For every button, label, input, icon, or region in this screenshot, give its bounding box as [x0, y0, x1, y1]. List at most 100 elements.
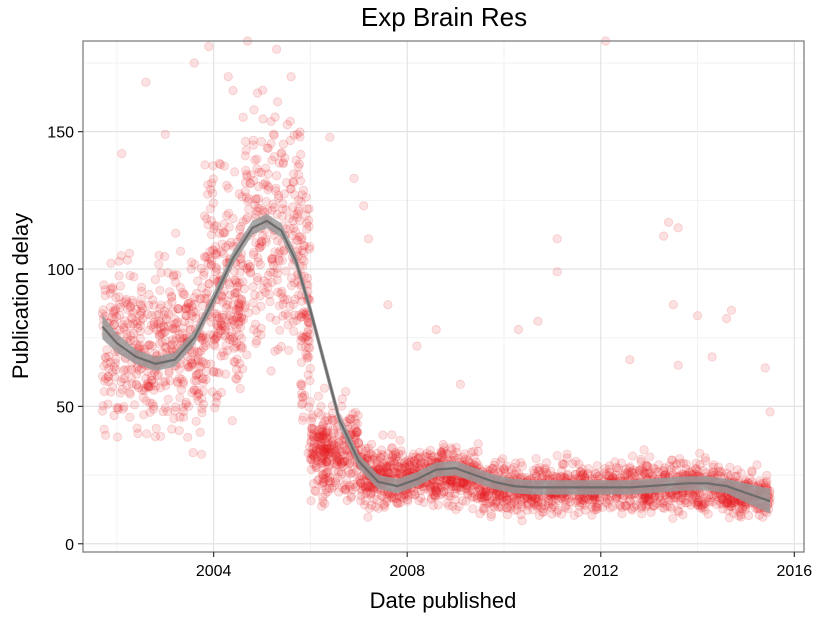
data-point [241, 165, 251, 176]
data-point [119, 325, 129, 335]
data-point [278, 159, 288, 169]
data-point [196, 263, 206, 274]
data-point [154, 309, 164, 319]
data-point [203, 189, 213, 199]
data-point [553, 505, 563, 515]
data-point [235, 383, 245, 394]
data-point [193, 354, 203, 364]
data-point [206, 216, 217, 226]
data-point [105, 288, 115, 298]
data-point [169, 324, 179, 334]
data-point [211, 309, 221, 319]
data-point [124, 387, 135, 397]
data-point [217, 310, 228, 320]
data-point [114, 256, 124, 266]
data-point [222, 180, 232, 190]
data-point [154, 339, 165, 349]
data-point [289, 169, 299, 179]
data-point [165, 376, 175, 386]
data-point [236, 316, 246, 326]
data-point [334, 441, 344, 451]
data-point [156, 322, 166, 333]
data-point [303, 327, 313, 337]
data-point [189, 292, 199, 303]
data-point [174, 364, 184, 374]
data-point [101, 353, 111, 363]
data-point [303, 343, 313, 353]
data-point [98, 305, 108, 315]
data-point [323, 432, 333, 442]
data-point [114, 292, 124, 302]
data-point [332, 441, 342, 451]
data-point [142, 379, 152, 390]
data-point [194, 362, 204, 372]
data-point [109, 308, 119, 318]
data-point [206, 359, 216, 369]
data-point [327, 452, 337, 462]
data-point [273, 287, 283, 297]
data-point [186, 257, 197, 267]
data-point [254, 239, 265, 249]
data-point [172, 270, 182, 280]
data-point [292, 129, 302, 139]
data-point [413, 453, 424, 464]
data-point [180, 316, 190, 327]
data-point [299, 248, 309, 258]
data-point [310, 449, 321, 459]
data-point [175, 333, 185, 343]
data-point [242, 263, 252, 273]
data-point [200, 252, 210, 262]
data-point [174, 304, 184, 314]
data-point [140, 383, 150, 393]
data-point [298, 392, 308, 402]
data-point [318, 473, 328, 483]
data-point [135, 340, 145, 350]
data-point [270, 247, 280, 257]
data-point [296, 331, 306, 341]
data-point [230, 292, 240, 302]
data-point [206, 317, 216, 327]
data-point [217, 312, 227, 323]
data-point [181, 311, 191, 321]
data-point [192, 385, 202, 395]
data-point [213, 323, 223, 333]
data-point [216, 351, 226, 361]
data-point [232, 338, 242, 348]
data-point [303, 370, 313, 380]
data-point [232, 313, 242, 323]
data-point [227, 315, 237, 325]
data-point [154, 250, 164, 260]
data-point [307, 424, 318, 434]
data-point [207, 387, 218, 397]
data-point [123, 299, 133, 309]
data-point [153, 319, 163, 329]
data-point [302, 204, 312, 214]
data-point [138, 393, 148, 403]
data-point [135, 310, 145, 320]
data-point [523, 500, 534, 511]
data-point [342, 495, 352, 506]
data-point [295, 127, 305, 137]
data-point [148, 404, 158, 414]
data-point [216, 326, 226, 336]
data-point [277, 286, 287, 296]
data-point [197, 356, 207, 366]
data-point [254, 243, 264, 253]
data-point [292, 209, 302, 219]
data-point [437, 448, 447, 458]
data-point [240, 187, 250, 197]
data-point [213, 321, 223, 331]
data-point [322, 473, 333, 483]
data-point [174, 373, 184, 383]
data-point [296, 197, 306, 207]
data-point [197, 283, 207, 293]
data-point [315, 432, 325, 442]
data-point [552, 234, 562, 244]
data-point [198, 374, 208, 384]
data-point [324, 472, 335, 482]
data-point [322, 426, 332, 436]
data-point [204, 41, 214, 52]
data-point [218, 321, 228, 331]
data-point [306, 496, 316, 506]
data-point [316, 445, 326, 455]
